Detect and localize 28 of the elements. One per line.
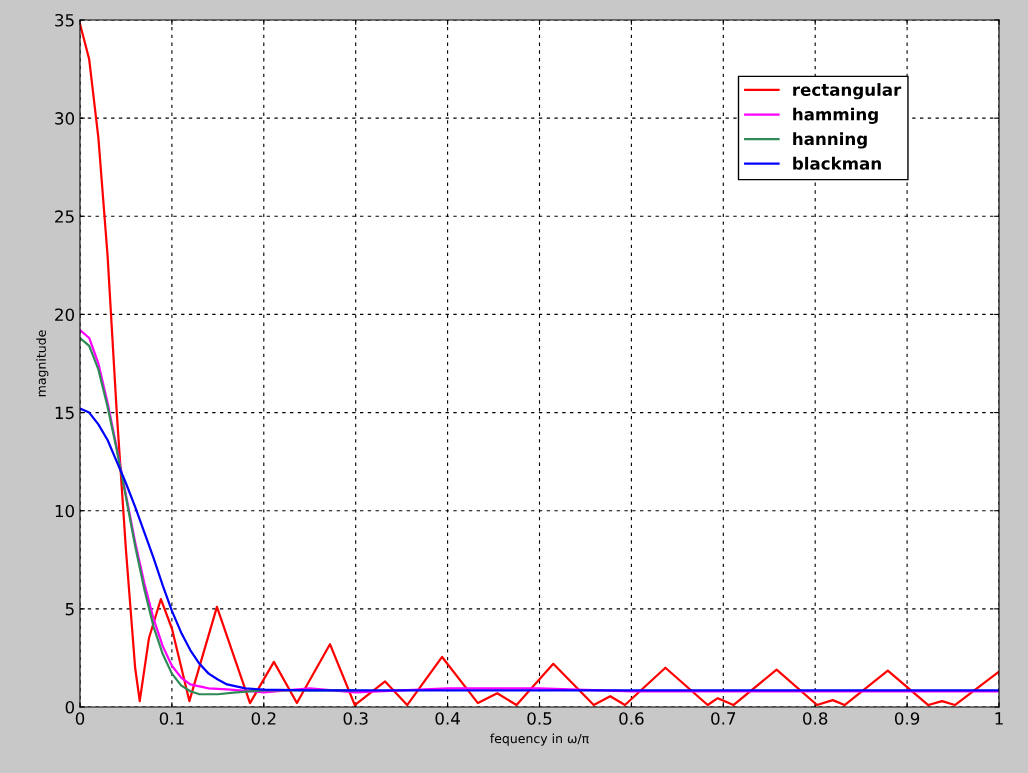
x-tick-label: 0.6 [619,712,644,725]
y-tick-label: 25 [55,210,74,223]
x-tick-label: 0 [75,712,85,725]
y-tick-label: 30 [55,112,75,125]
line-series [80,329,999,694]
y-tick-label: 5 [65,603,74,616]
x-tick-label: 0.2 [251,712,276,725]
legend-label: hanning [793,132,867,149]
y-tick-label: 10 [55,504,75,518]
x-tick-label: 0.5 [527,712,552,725]
line-series [80,407,999,692]
legend-label: hamming [793,107,878,124]
x-tick-label: 0.3 [343,712,368,725]
x-tick-label: 0.1 [159,712,184,725]
y-tick-label: 15 [55,406,74,420]
x-axis-title: fequency in ω/π [490,733,589,746]
x-tick-label: 0.9 [894,712,920,725]
line-series [80,22,999,707]
x-tick-label: 0.7 [711,712,736,725]
y-tick-label: 0 [65,700,75,714]
y-tick-label: 20 [55,308,75,321]
x-tick-label: 0.8 [803,712,828,725]
x-tick-label: 1 [995,712,1003,725]
x-tick-label: 0.4 [435,712,460,725]
legend-label: blackman [793,156,881,170]
y-axis-title: magnitude [36,330,49,397]
legend-label: rectangular [793,83,902,100]
y-tick-label: 35 [55,13,74,27]
